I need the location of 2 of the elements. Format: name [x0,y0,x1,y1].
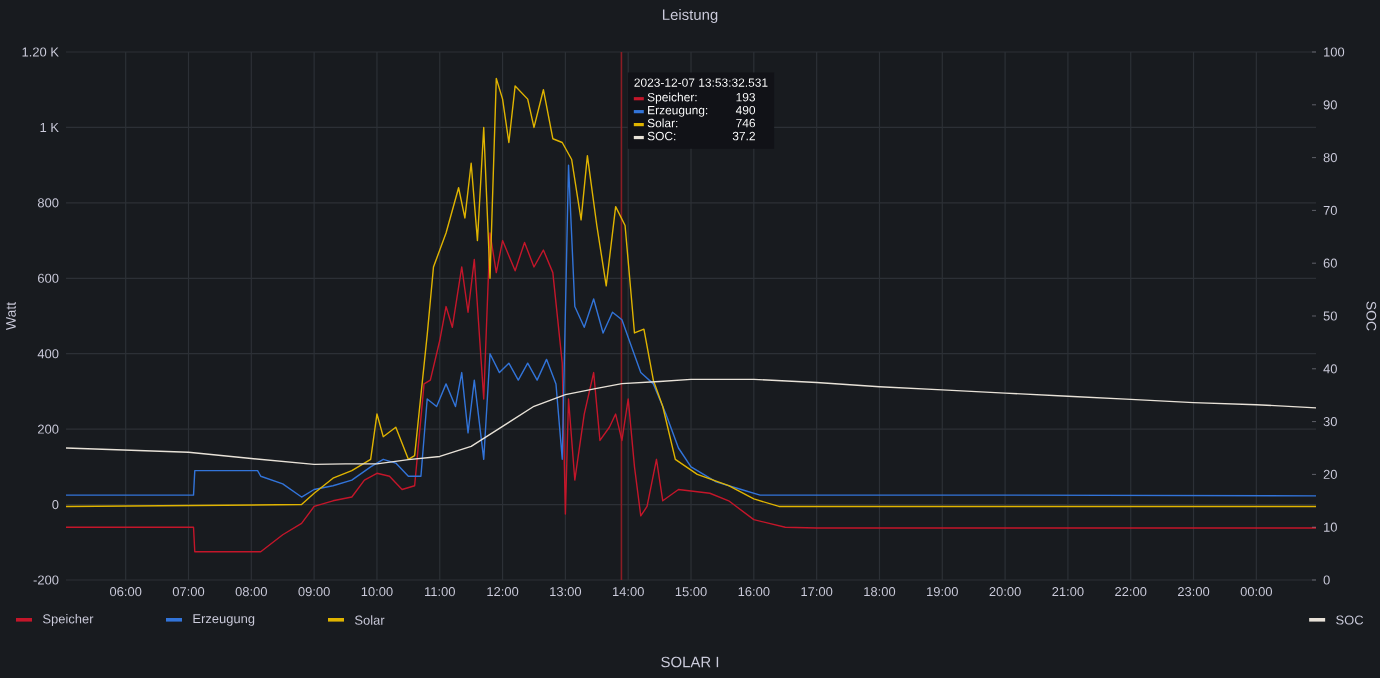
line-series [65,378,1317,466]
line-series [65,164,1317,498]
